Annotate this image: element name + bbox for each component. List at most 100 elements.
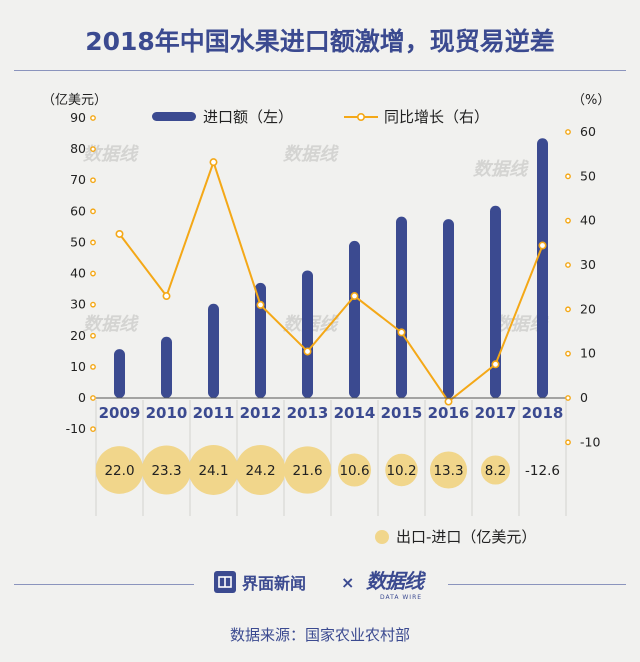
cross-mark: ×: [341, 573, 355, 592]
import-bar-2017: [490, 205, 501, 398]
import-bar-2014: [349, 240, 360, 398]
year-label-2016: 2016: [428, 404, 470, 422]
left-tick-mark: [90, 208, 96, 215]
right-tick-mark: [565, 217, 571, 224]
growth-point-2013: [303, 347, 312, 356]
legend-bubble-swatch: [375, 530, 389, 544]
right-tick-label: 60: [580, 124, 596, 139]
year-label-2011: 2011: [193, 404, 235, 422]
watermark: 数据线: [473, 159, 529, 180]
left-tick-label: 50: [70, 234, 86, 249]
balance-label-2012: 24.2: [245, 463, 275, 479]
balance-bubble-2016: [429, 451, 468, 489]
left-tick-mark: [90, 270, 96, 277]
left-tick-label: 80: [70, 141, 86, 156]
partner-logo: 数据线 DATA WIRE: [366, 565, 424, 601]
left-tick-mark: [90, 177, 96, 184]
growth-point-2009: [115, 229, 124, 238]
right-tick-mark: [565, 439, 571, 446]
left-tick-mark: [90, 146, 96, 153]
data-source: 数据来源：国家农业农村部: [229, 626, 410, 644]
growth-point-2015: [397, 328, 406, 337]
brand-logo: 界面新闻: [214, 570, 306, 594]
year-label-2014: 2014: [334, 404, 376, 422]
growth-line: [118, 159, 544, 403]
partner-subtitle: DATA WIRE: [380, 594, 423, 601]
right-tick-label: -10: [580, 434, 600, 449]
growth-point-2014: [350, 292, 359, 301]
growth-point-2011: [209, 158, 218, 167]
right-axis-unit: （%）: [572, 93, 610, 108]
year-label-2017: 2017: [475, 404, 517, 422]
balance-label-2013: 21.6: [292, 463, 322, 479]
balance-bubble-2011: [188, 445, 239, 495]
left-tick-mark: [90, 395, 96, 401]
right-tick-mark: [565, 262, 571, 268]
balance-label-2016: 13.3: [433, 463, 463, 479]
brand-icon: [214, 571, 236, 593]
balance-label-2017: 8.2: [485, 463, 506, 479]
right-tick-label: 10: [580, 346, 596, 361]
left-tick-mark: [90, 115, 96, 121]
watermark: 数据线: [83, 314, 139, 335]
balance-label-2018: -12.6: [525, 463, 560, 479]
right-tick-mark: [565, 173, 571, 180]
growth-point-2012: [256, 300, 265, 309]
footer-divider-right: [448, 584, 626, 585]
right-tick-label: 50: [580, 168, 596, 183]
balance-bubble-2013: [283, 446, 332, 494]
left-tick-label: 30: [70, 297, 86, 312]
balance-label-2009: 22.0: [104, 463, 134, 479]
year-label-2015: 2015: [381, 404, 423, 422]
legend-bar-label: 进口额（左）: [203, 108, 293, 126]
year-label-2013: 2013: [287, 404, 329, 422]
import-bar-2018: [537, 138, 548, 398]
right-tick-mark: [565, 350, 571, 357]
import-bar-2009: [114, 349, 125, 398]
left-tick-mark: [90, 239, 96, 246]
watermark: 数据线: [83, 144, 139, 165]
balance-label-2015: 10.2: [386, 463, 416, 479]
legend-line-marker: [356, 113, 365, 122]
legend-bar-swatch: [152, 112, 196, 121]
left-tick-label: 90: [70, 110, 86, 125]
partner-name: 数据线: [366, 569, 424, 593]
right-tick-label: 40: [580, 213, 596, 228]
year-label-2012: 2012: [240, 404, 282, 422]
balance-bubble-2010: [141, 445, 192, 495]
page-title: 2018年中国水果进口额激增，现贸易逆差: [85, 27, 555, 56]
import-bar-2011: [208, 303, 219, 398]
left-tick-mark: [90, 363, 96, 370]
left-tick-label: 0: [78, 390, 86, 405]
import-bar-2015: [396, 216, 407, 398]
balance-label-2011: 24.1: [198, 463, 228, 479]
left-tick-label: -10: [66, 421, 86, 436]
left-axis-unit: （亿美元）: [42, 93, 107, 108]
import-bar-2010: [161, 336, 172, 398]
title-divider: [14, 70, 626, 71]
balance-label-2010: 23.3: [151, 463, 181, 479]
right-tick-mark: [565, 306, 571, 313]
balance-label-2014: 10.6: [339, 463, 369, 479]
left-tick-label: 70: [70, 172, 86, 187]
import-bar-2016: [443, 219, 454, 398]
year-label-2010: 2010: [146, 404, 188, 422]
left-tick-mark: [90, 301, 96, 308]
chart: 数据线数据线数据线数据线数据线数据线 22.023.324.124.221.61…: [42, 93, 610, 546]
left-tick-label: 60: [70, 203, 86, 218]
right-tick-label: 0: [580, 390, 588, 405]
watermark: 数据线: [283, 144, 339, 165]
balance-bubble-2012: [235, 445, 286, 495]
growth-point-2010: [162, 292, 171, 301]
year-label-2009: 2009: [99, 404, 141, 422]
right-tick-mark: [565, 395, 571, 401]
balance-bubble-2009: [95, 446, 144, 494]
watermark: 数据线: [493, 314, 549, 335]
year-label-2018: 2018: [522, 404, 564, 422]
balance-bubble-2015: [385, 453, 418, 487]
brand-name: 界面新闻: [242, 574, 307, 593]
growth-point-2018: [538, 241, 547, 250]
right-tick-mark: [565, 129, 571, 135]
left-tick-label: 10: [70, 359, 86, 374]
balance-bubble-2017: [480, 455, 511, 485]
